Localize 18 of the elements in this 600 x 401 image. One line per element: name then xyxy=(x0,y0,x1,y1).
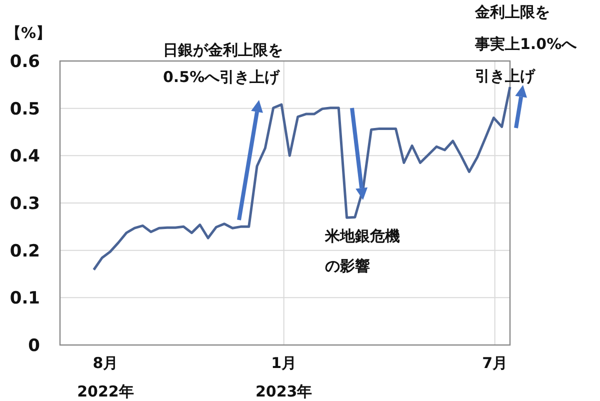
annotation: 引き上げ xyxy=(475,67,535,85)
annotation: 金利上限を xyxy=(475,3,550,21)
xtick: 1月 2023年 xyxy=(255,354,312,400)
annotation: 事実上1.0%へ xyxy=(475,35,577,53)
ytick: 0.5 xyxy=(10,99,40,120)
ytick: 0 xyxy=(28,336,40,356)
annotation: の影響 xyxy=(325,257,370,275)
annotation: 0.5%へ引き上げ xyxy=(163,68,280,86)
ytick: 0.2 xyxy=(10,241,40,262)
xtick: 8月 2022年 xyxy=(77,354,134,400)
ytick: 0.6 xyxy=(10,52,40,72)
ytick: 0.4 xyxy=(10,146,40,167)
ytick: 0.1 xyxy=(10,288,40,309)
xtick: 7月 xyxy=(482,354,508,372)
annotation: 米地銀危機 xyxy=(325,227,400,245)
annotation: 日銀が金利上限を xyxy=(163,41,283,59)
ylabel: 【%】 xyxy=(6,24,52,42)
ytick: 0.3 xyxy=(10,194,40,214)
